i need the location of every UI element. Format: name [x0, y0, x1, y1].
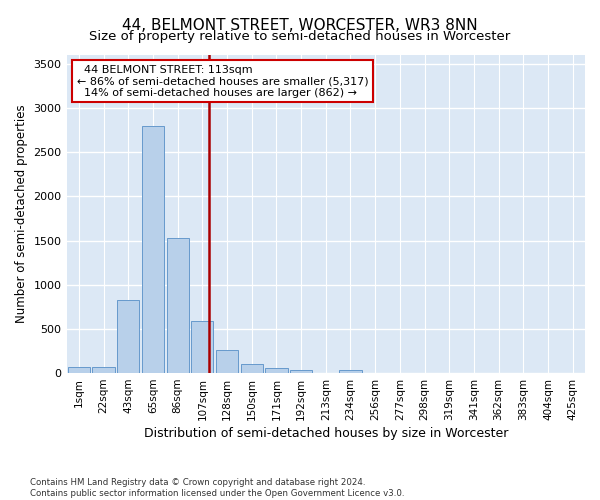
- Bar: [265, 368, 287, 373]
- Text: 44 BELMONT STREET: 113sqm
← 86% of semi-detached houses are smaller (5,317)
  14: 44 BELMONT STREET: 113sqm ← 86% of semi-…: [77, 64, 368, 98]
- Text: Size of property relative to semi-detached houses in Worcester: Size of property relative to semi-detach…: [89, 30, 511, 43]
- Bar: [68, 368, 90, 373]
- Bar: [92, 368, 115, 373]
- Bar: [142, 126, 164, 373]
- Y-axis label: Number of semi-detached properties: Number of semi-detached properties: [15, 104, 28, 324]
- Text: 44, BELMONT STREET, WORCESTER, WR3 8NN: 44, BELMONT STREET, WORCESTER, WR3 8NN: [122, 18, 478, 32]
- Bar: [117, 300, 139, 373]
- Bar: [191, 321, 214, 373]
- Bar: [340, 370, 362, 373]
- X-axis label: Distribution of semi-detached houses by size in Worcester: Distribution of semi-detached houses by …: [143, 427, 508, 440]
- Bar: [216, 350, 238, 373]
- Bar: [290, 370, 312, 373]
- Bar: [167, 238, 189, 373]
- Text: Contains HM Land Registry data © Crown copyright and database right 2024.
Contai: Contains HM Land Registry data © Crown c…: [30, 478, 404, 498]
- Bar: [241, 364, 263, 373]
